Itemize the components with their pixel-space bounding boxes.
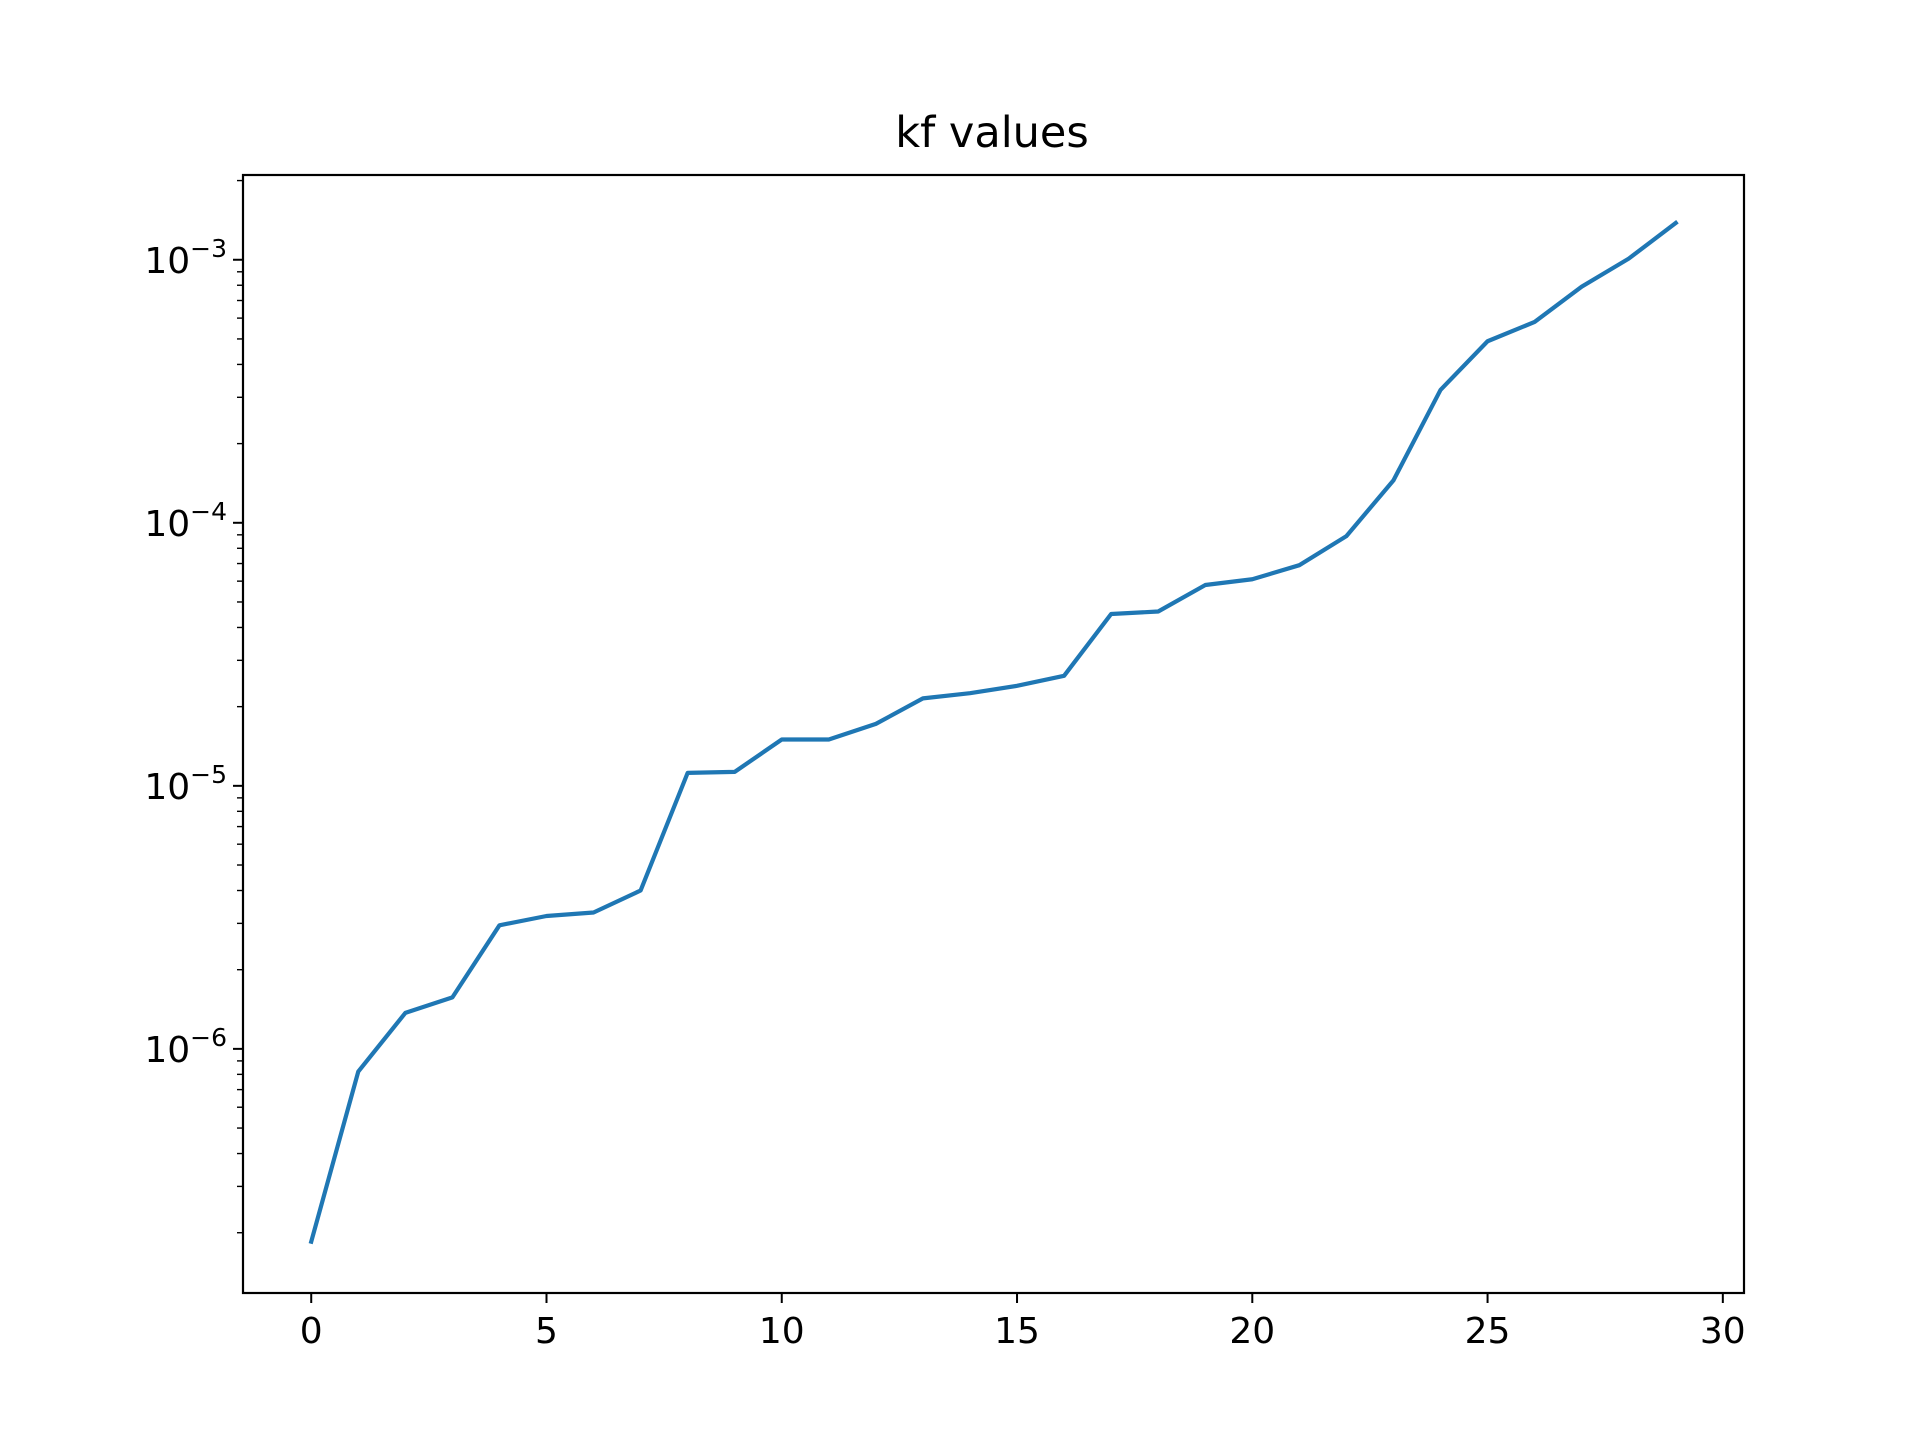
y-tick-exponent: −4 bbox=[190, 497, 227, 526]
y-tick-base: 10 bbox=[144, 1030, 190, 1071]
y-tick-base: 10 bbox=[144, 504, 190, 545]
y-tick-exponent: −6 bbox=[190, 1023, 227, 1052]
y-tick-label: 10−5 bbox=[144, 760, 227, 808]
y-tick-exponent: −3 bbox=[190, 234, 227, 263]
x-tick-label: 10 bbox=[759, 1311, 805, 1352]
x-tick-label: 15 bbox=[994, 1311, 1040, 1352]
y-tick-label: 10−4 bbox=[144, 497, 227, 545]
x-tick-label: 20 bbox=[1229, 1311, 1275, 1352]
axes-frame bbox=[241, 173, 1746, 1295]
chart-title: kf values bbox=[895, 108, 1089, 158]
x-tick-label: 5 bbox=[535, 1311, 558, 1352]
y-tick-label: 10−3 bbox=[144, 234, 227, 282]
y-tick-exponent: −5 bbox=[190, 760, 227, 789]
series-line-0 bbox=[308, 220, 1679, 1245]
x-tick-label: 30 bbox=[1700, 1311, 1746, 1352]
y-tick-base: 10 bbox=[144, 241, 190, 282]
y-tick-label: 10−6 bbox=[144, 1023, 227, 1071]
plot-area bbox=[308, 220, 1679, 1245]
x-tick-label: 0 bbox=[300, 1311, 323, 1352]
x-tick-label: 25 bbox=[1465, 1311, 1511, 1352]
y-tick-base: 10 bbox=[144, 767, 190, 808]
